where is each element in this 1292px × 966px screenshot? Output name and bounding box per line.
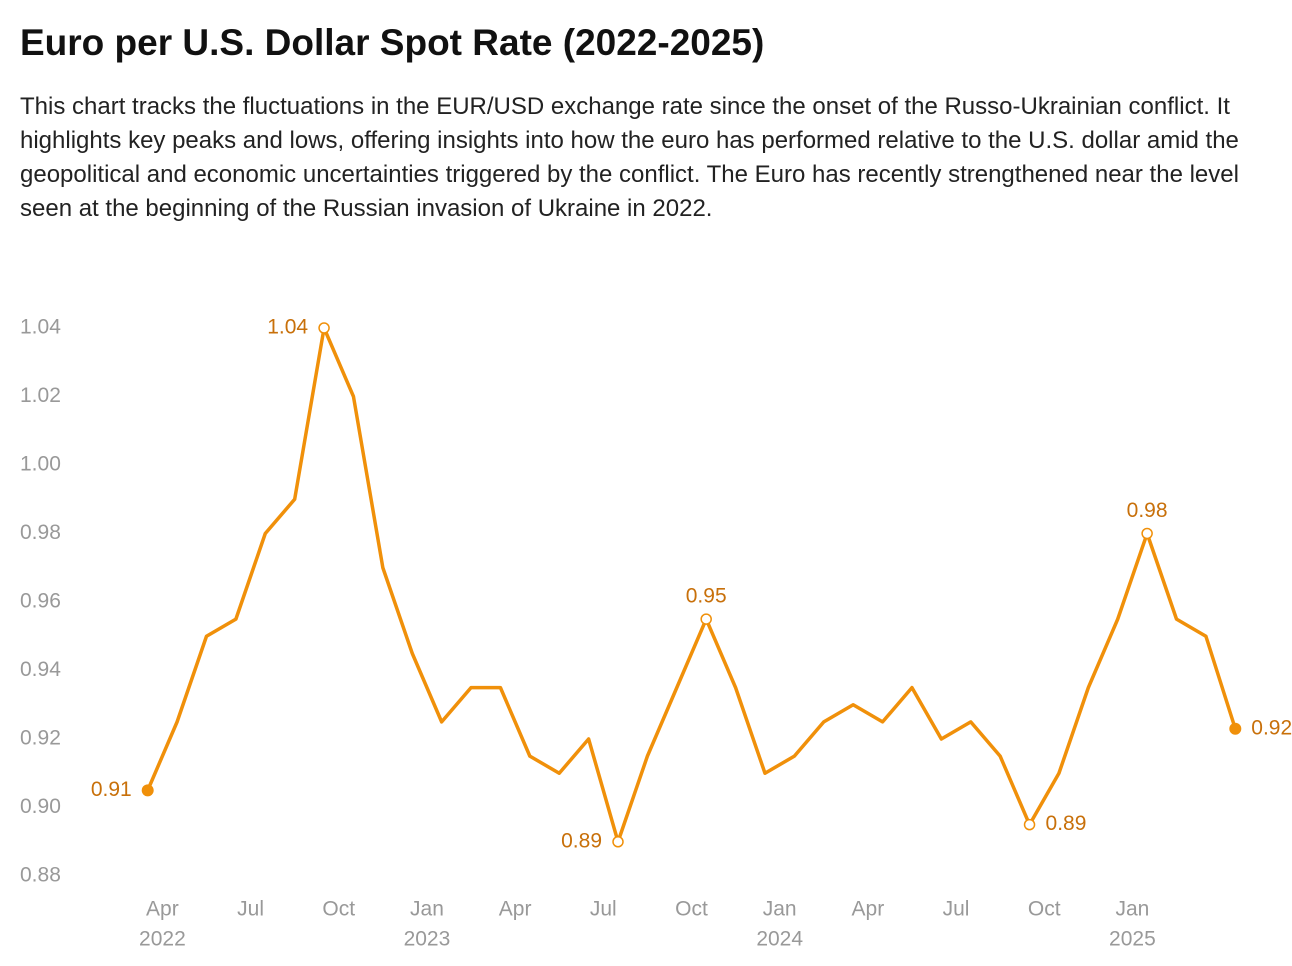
peak-marker — [700, 613, 712, 625]
x-tick-label: Jul — [590, 898, 617, 921]
x-tick-label: Oct — [675, 898, 708, 921]
end-marker — [1229, 722, 1242, 735]
y-tick-label: 1.04 — [20, 316, 61, 339]
chart-subtitle: This chart tracks the fluctuations in th… — [20, 93, 1239, 222]
data-label: 0.89 — [561, 829, 602, 852]
data-label: 0.89 — [1046, 812, 1087, 835]
x-tick-label: Oct — [1028, 898, 1061, 921]
peak-marker — [1141, 527, 1153, 540]
data-label: 0.92 — [1251, 716, 1292, 739]
data-label: 1.04 — [267, 316, 308, 339]
data-label: 0.98 — [1127, 499, 1168, 522]
x-tick-label: Jan — [763, 898, 797, 921]
y-tick-label: 0.96 — [20, 590, 61, 613]
data-label: 0.91 — [91, 778, 132, 801]
x-tick-year: 2025 — [1109, 928, 1156, 951]
x-tick-label: Apr — [499, 898, 532, 921]
x-tick-label: Jan — [410, 898, 444, 921]
y-tick-label: 0.98 — [20, 521, 61, 544]
peak-marker — [318, 322, 330, 334]
end-marker — [141, 784, 154, 797]
peak-marker — [612, 836, 624, 848]
chart-title: Euro per U.S. Dollar Spot Rate (2022-202… — [20, 22, 765, 63]
x-tick-label: Apr — [146, 898, 179, 921]
peak-marker — [1023, 818, 1036, 831]
x-tick-year: 2024 — [756, 928, 803, 951]
y-tick-label: 0.94 — [20, 658, 61, 681]
line — [146, 326, 1237, 844]
x-tick-label: Jul — [943, 898, 970, 921]
y-tick-label: 0.88 — [20, 864, 61, 887]
x-tick-year: 2023 — [404, 928, 451, 951]
x-tick-label: Jan — [1115, 898, 1149, 921]
x-tick-year: 2022 — [139, 928, 186, 951]
x-tick-label: Jul — [237, 898, 264, 921]
x-tick-label: Oct — [322, 898, 355, 921]
y-tick-label: 1.00 — [20, 453, 61, 476]
y-tick-label: 1.02 — [20, 384, 61, 407]
y-tick-label: 0.92 — [20, 727, 61, 750]
x-tick-label: Apr — [852, 898, 885, 921]
y-tick-label: 0.90 — [20, 795, 61, 818]
data-label: 0.95 — [686, 585, 727, 608]
